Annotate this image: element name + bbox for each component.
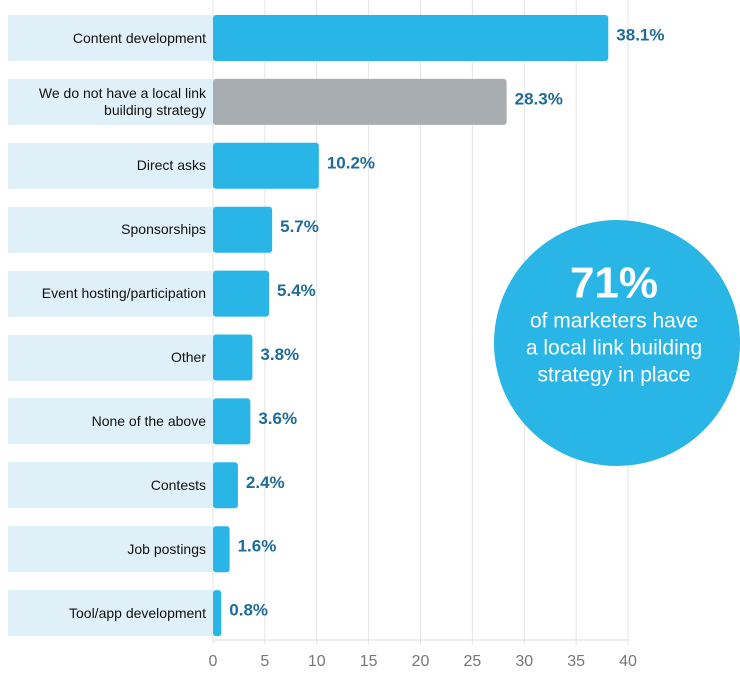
category-label: Tool/app development	[8, 590, 213, 637]
bar	[213, 15, 609, 61]
callout-text: strategy in place	[538, 364, 691, 387]
category-text: Content development	[72, 29, 206, 46]
category-text: Other	[170, 349, 206, 365]
value-label: 28.3%	[515, 89, 563, 108]
value-label: 3.8%	[260, 345, 299, 364]
callout-headline: 71%	[570, 259, 658, 308]
value-label: 3.6%	[258, 409, 297, 428]
value-label: 1.6%	[238, 537, 277, 556]
x-tick-label: 15	[360, 653, 378, 670]
bar	[213, 398, 251, 445]
bar	[213, 526, 230, 573]
category-text: Tool/app development	[69, 604, 206, 621]
category-label: We do not have a local link building str…	[8, 78, 213, 125]
category-text: Contests	[150, 476, 206, 493]
x-tick-label: 10	[308, 653, 326, 670]
category-text: Direct asks	[136, 157, 206, 174]
callout-text: a local link building	[526, 337, 702, 360]
bar	[213, 78, 507, 125]
category-label: Direct asks	[8, 142, 213, 189]
category-label: Job postings	[8, 526, 213, 573]
x-tick-label: 25	[463, 653, 481, 670]
x-tick-label: 40	[619, 653, 637, 670]
category-text: Sponsorships	[121, 221, 206, 238]
category-text: None of the above	[91, 412, 206, 429]
bar	[213, 142, 319, 189]
value-label: 0.8%	[229, 601, 268, 620]
category-text: Job postings	[127, 540, 206, 557]
value-label: 5.4%	[277, 281, 316, 300]
category-label: Other	[8, 334, 213, 381]
callout-text: of marketers have	[530, 310, 698, 333]
bar	[213, 206, 273, 253]
bar	[213, 270, 270, 317]
callout-circle	[494, 220, 740, 466]
category-label: None of the above	[8, 398, 213, 445]
x-tick-label: 5	[260, 653, 269, 670]
x-tick-label: 0	[209, 653, 218, 670]
category-label: Event hosting/participation	[8, 270, 213, 317]
value-label: 5.7%	[280, 217, 319, 236]
category-label: Sponsorships	[8, 206, 213, 253]
x-tick-label: 30	[515, 653, 533, 670]
category-text: Event hosting/participation	[41, 285, 206, 302]
value-label: 38.1%	[616, 25, 664, 44]
category-text: We do not have a local link building str…	[38, 84, 206, 118]
x-tick-label: 35	[567, 653, 585, 670]
value-label: 10.2%	[327, 153, 375, 172]
x-tick-label: 20	[412, 653, 430, 670]
value-label: 2.4%	[246, 473, 285, 492]
bar	[213, 462, 238, 509]
category-label: Content development	[8, 15, 213, 61]
bar	[213, 334, 253, 381]
category-label: Contests	[8, 462, 213, 509]
bar	[213, 590, 222, 637]
